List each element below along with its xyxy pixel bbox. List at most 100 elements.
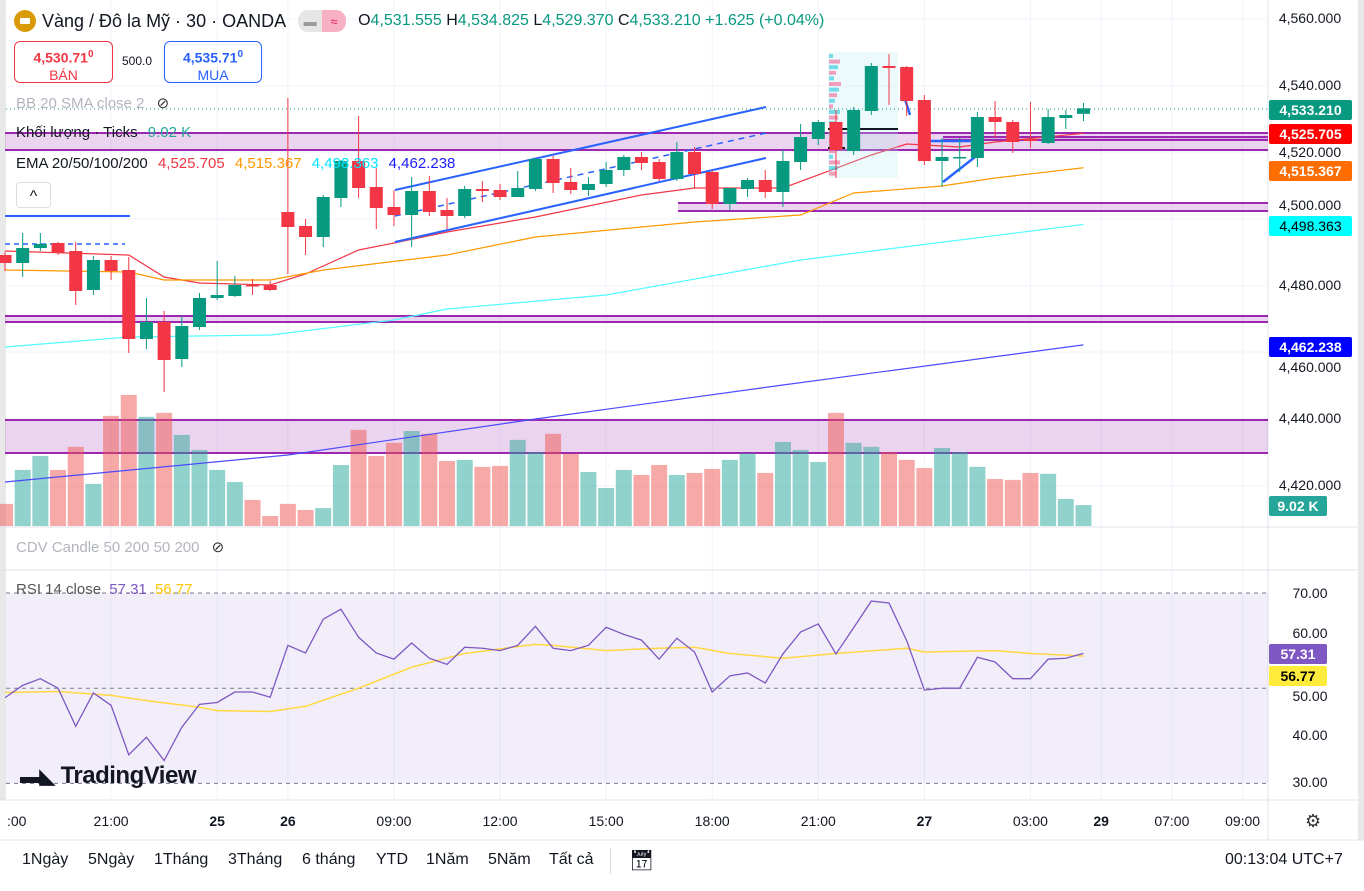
range-1d[interactable]: 1Ngày bbox=[22, 851, 69, 868]
volume-bar bbox=[173, 434, 190, 526]
rsi-tick: 50.00 bbox=[1292, 688, 1328, 704]
volume-bar bbox=[474, 466, 491, 526]
zigzag-line bbox=[903, 98, 912, 116]
rectangle-zone bbox=[678, 202, 1268, 211]
candle-body bbox=[935, 156, 949, 161]
volume-profile-bar bbox=[829, 110, 840, 114]
candle-body bbox=[246, 284, 260, 287]
legend-bb[interactable]: BB 20 SMA close 2 ⊘ bbox=[16, 95, 170, 112]
ema50-tag: 4,515.367 bbox=[1269, 161, 1352, 181]
candle-body bbox=[564, 181, 578, 190]
volume-bar bbox=[721, 459, 738, 526]
volume-bar bbox=[562, 453, 579, 526]
symbol-title[interactable]: Vàng / Đô la Mỹ · 30 · OANDA bbox=[42, 10, 287, 31]
calendar-goto-icon[interactable]: 📅︎ bbox=[629, 850, 655, 872]
market-status-toggle[interactable]: ▬ ≈ bbox=[298, 10, 347, 32]
volume-bar bbox=[1040, 473, 1057, 526]
volume-profile-bar bbox=[829, 166, 838, 170]
candle-body bbox=[953, 156, 967, 159]
range-6m[interactable]: 6 tháng bbox=[302, 851, 356, 868]
rsi-tick: 40.00 bbox=[1292, 727, 1328, 743]
volume-bar bbox=[527, 451, 544, 526]
settings-icon[interactable]: ⚙ bbox=[1305, 811, 1322, 831]
rsi-signal-tag: 56.77 bbox=[1269, 666, 1327, 686]
legend-volume[interactable]: Khối lượng · Ticks 9.02 K bbox=[16, 124, 192, 141]
right-scrollbar[interactable] bbox=[1358, 0, 1364, 840]
approx-icon: ≈ bbox=[322, 10, 347, 32]
legend-rsi[interactable]: RSI 14 close 57.31 56.77 bbox=[16, 581, 193, 598]
collapse-legend-button[interactable]: ^ bbox=[16, 182, 51, 208]
volume-profile-bar bbox=[829, 154, 833, 159]
price-tick: 4,420.000 bbox=[1278, 477, 1342, 493]
candle-body bbox=[175, 325, 189, 359]
volume-bar bbox=[297, 509, 314, 526]
candle-body bbox=[1006, 121, 1020, 142]
volume-bar bbox=[545, 433, 562, 526]
candle-body bbox=[139, 321, 153, 339]
rsi-pane bbox=[4, 592, 1268, 784]
volume-bar bbox=[916, 468, 933, 526]
range-ytd[interactable]: YTD bbox=[376, 851, 408, 868]
volume-bar bbox=[385, 442, 402, 526]
legend-ema[interactable]: EMA 20/50/100/200 4,525.705 4,515.367 4,… bbox=[16, 155, 456, 172]
candle-body bbox=[405, 190, 419, 215]
volume-profile-bar bbox=[829, 115, 838, 120]
volume-profile-bar bbox=[829, 171, 836, 176]
candle-body bbox=[16, 247, 30, 263]
time-axis-label: 03:00 bbox=[1013, 813, 1048, 829]
sell-button[interactable]: 4,530.710 BÁN bbox=[14, 41, 113, 83]
volume-bar bbox=[1075, 505, 1092, 526]
volume-profile-box bbox=[828, 52, 898, 178]
range-1m[interactable]: 1Tháng bbox=[154, 851, 209, 868]
volume-bar bbox=[668, 475, 685, 526]
volume-bar bbox=[226, 482, 243, 526]
range-1y[interactable]: 1Năm bbox=[426, 851, 469, 868]
time-axis-label: 25 bbox=[209, 813, 225, 829]
volume-bar bbox=[85, 483, 102, 526]
volume-bar bbox=[315, 508, 332, 526]
volume-bar bbox=[244, 499, 261, 526]
range-all[interactable]: Tất cả bbox=[549, 851, 594, 868]
volume-bar bbox=[704, 468, 721, 526]
volume-bar bbox=[332, 465, 349, 526]
volume-bar bbox=[951, 451, 968, 526]
clock-timezone[interactable]: 00:13:04 UTC+7 bbox=[1225, 851, 1343, 868]
range-3m[interactable]: 3Tháng bbox=[228, 851, 283, 868]
volume-bar bbox=[120, 394, 137, 526]
range-5y[interactable]: 5Năm bbox=[488, 851, 531, 868]
candle-body bbox=[670, 151, 684, 179]
candle-body bbox=[581, 183, 595, 190]
drawings-lines[interactable] bbox=[5, 52, 1268, 245]
candle-body bbox=[847, 109, 861, 151]
sell-label: BÁN bbox=[49, 66, 78, 83]
rectangle-zone bbox=[943, 136, 1268, 140]
ema-line-ema50 bbox=[4, 167, 1084, 281]
price-tick: 4,540.000 bbox=[1278, 77, 1342, 93]
candle-body bbox=[1023, 138, 1037, 141]
volume-bar bbox=[509, 439, 526, 526]
drawings-zones[interactable] bbox=[5, 131, 1268, 454]
time-axis-label: 18:00 bbox=[695, 813, 730, 829]
time-axis-label: 12:00 bbox=[483, 813, 518, 829]
eye-off-icon[interactable]: ⊘ bbox=[211, 539, 225, 556]
time-axis-label: 09:00 bbox=[376, 813, 411, 829]
volume-profile-bar bbox=[829, 54, 833, 58]
legend-cdv[interactable]: CDV Candle 50 200 50 200 ⊘ bbox=[16, 539, 225, 556]
rectangle-zone bbox=[5, 419, 1268, 453]
eye-off-icon[interactable]: ⊘ bbox=[156, 95, 170, 112]
ema-line-ema200 bbox=[4, 344, 1084, 483]
volume-tag: 9.02 K bbox=[1269, 496, 1327, 516]
left-edge-strip bbox=[0, 0, 6, 800]
gold-logo-icon bbox=[14, 10, 36, 32]
candle-body bbox=[634, 156, 648, 163]
ema100-tag: 4,498.363 bbox=[1269, 216, 1352, 236]
candle-body bbox=[829, 121, 843, 150]
candle-body bbox=[299, 225, 313, 237]
volume-bar bbox=[421, 433, 438, 526]
buy-button[interactable]: 4,535.710 MUA bbox=[164, 41, 262, 83]
rsi-tick: 70.00 bbox=[1292, 585, 1328, 601]
volume-bar bbox=[934, 448, 951, 526]
candle-body bbox=[69, 250, 83, 291]
range-5d[interactable]: 5Ngày bbox=[88, 851, 135, 868]
